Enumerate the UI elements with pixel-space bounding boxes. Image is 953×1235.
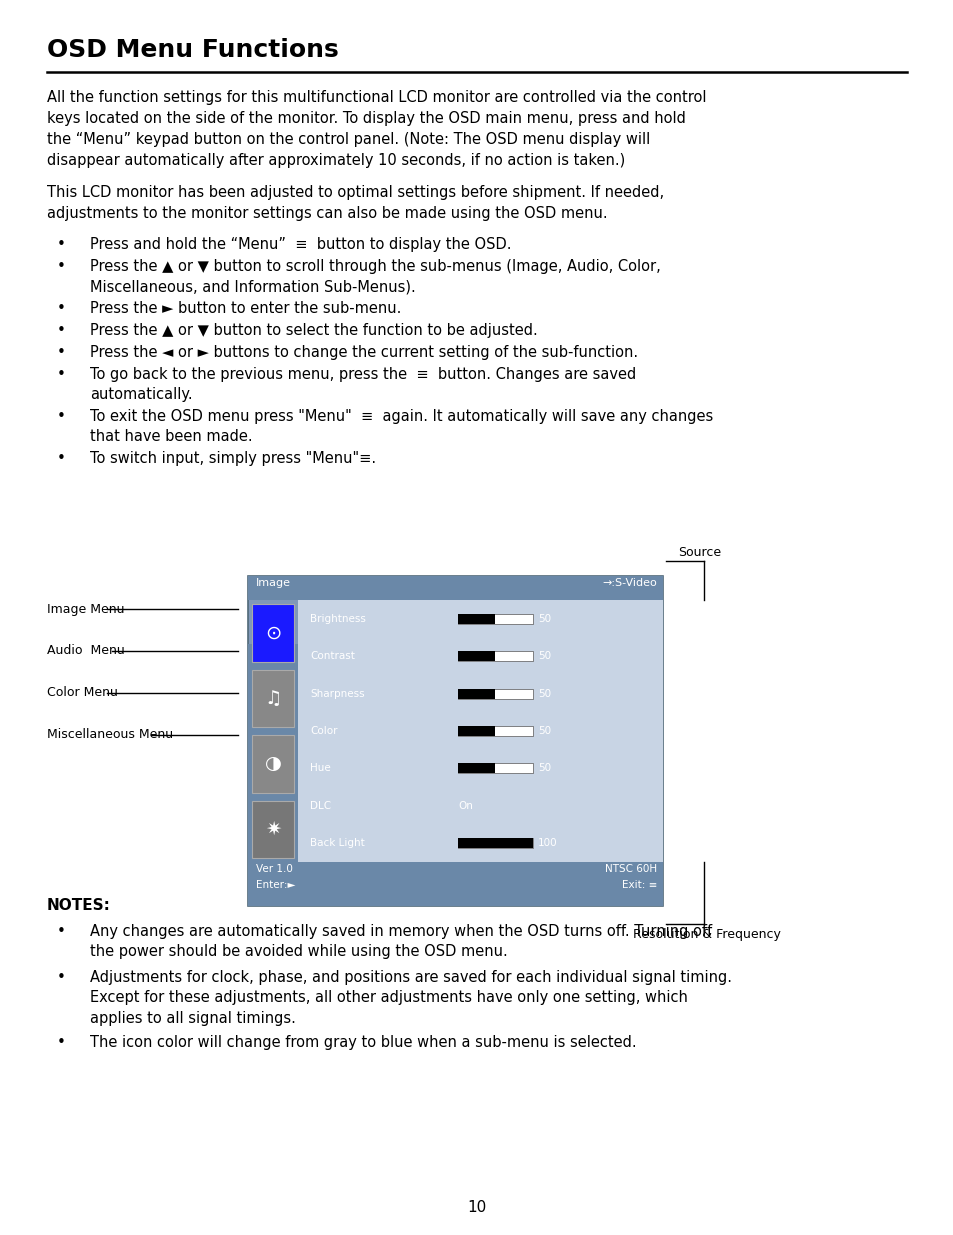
Text: •: • [57, 409, 66, 424]
Text: Color: Color [310, 726, 337, 736]
Text: The icon color will change from gray to blue when a sub-menu is selected.: The icon color will change from gray to … [90, 1035, 636, 1050]
Text: 10: 10 [467, 1200, 486, 1215]
Text: 100: 100 [537, 839, 558, 848]
Text: To go back to the previous menu, press the  ≡  button. Changes are saved
automat: To go back to the previous menu, press t… [90, 367, 636, 403]
Bar [248, 576, 662, 600]
Text: NOTES:: NOTES: [47, 898, 111, 913]
Text: Enter:►: Enter:► [255, 881, 295, 890]
Bar [252, 735, 294, 793]
Text: •: • [57, 324, 66, 338]
Text: Resolution & Frequency: Resolution & Frequency [633, 927, 781, 941]
Text: ⊙: ⊙ [265, 624, 281, 642]
Text: DLC: DLC [310, 800, 331, 811]
Text: NTSC 60H: NTSC 60H [604, 864, 657, 874]
Text: Brightness: Brightness [310, 614, 366, 624]
Text: •: • [57, 924, 66, 939]
Text: •: • [57, 237, 66, 252]
Text: Any changes are automatically saved in memory when the OSD turns off. Turning of: Any changes are automatically saved in m… [90, 924, 711, 960]
Bar [252, 669, 294, 727]
Text: 50: 50 [537, 651, 551, 661]
Text: Source: Source [678, 546, 720, 559]
Bar [457, 614, 533, 624]
Bar [457, 726, 533, 736]
Bar [457, 839, 533, 848]
Bar [252, 800, 294, 858]
Bar [457, 726, 495, 736]
Text: 50: 50 [537, 689, 551, 699]
Text: ◑: ◑ [264, 755, 281, 773]
Bar [248, 643, 297, 906]
Text: This LCD monitor has been adjusted to optimal settings before shipment. If neede: This LCD monitor has been adjusted to op… [47, 185, 663, 221]
Text: •: • [57, 301, 66, 316]
Text: Sharpness: Sharpness [310, 689, 364, 699]
Bar [457, 651, 495, 661]
Text: Image: Image [255, 578, 291, 588]
Text: •: • [57, 259, 66, 274]
Text: Exit: ≡: Exit: ≡ [621, 881, 657, 890]
Text: •: • [57, 969, 66, 986]
Text: Adjustments for clock, phase, and positions are saved for each individual signal: Adjustments for clock, phase, and positi… [90, 969, 731, 1026]
Text: Back Light: Back Light [310, 839, 364, 848]
Text: On: On [457, 800, 473, 811]
Text: •: • [57, 451, 66, 466]
Bar [457, 689, 495, 699]
Text: •: • [57, 345, 66, 359]
Text: Miscellaneous Menu: Miscellaneous Menu [47, 729, 172, 741]
Text: •: • [57, 1035, 66, 1050]
Bar [248, 576, 662, 906]
Bar [252, 604, 294, 662]
Text: 50: 50 [537, 763, 551, 773]
Bar [457, 614, 495, 624]
Text: Press the ▲ or ▼ button to scroll through the sub-menus (Image, Audio, Color,
Mi: Press the ▲ or ▼ button to scroll throug… [90, 259, 660, 294]
Text: •: • [57, 367, 66, 382]
Text: →:S-Video: →:S-Video [601, 578, 657, 588]
Text: All the function settings for this multifunctional LCD monitor are controlled vi: All the function settings for this multi… [47, 90, 706, 168]
Text: Image Menu: Image Menu [47, 603, 125, 615]
Text: Hue: Hue [310, 763, 331, 773]
Text: To exit the OSD menu press "Menu"  ≡  again. It automatically will save any chan: To exit the OSD menu press "Menu" ≡ agai… [90, 409, 713, 445]
Text: Color Menu: Color Menu [47, 687, 118, 699]
Bar [457, 763, 495, 773]
Text: Press the ▲ or ▼ button to select the function to be adjusted.: Press the ▲ or ▼ button to select the fu… [90, 324, 537, 338]
Text: OSD Menu Functions: OSD Menu Functions [47, 38, 338, 62]
Bar [457, 689, 533, 699]
Text: Press the ► button to enter the sub-menu.: Press the ► button to enter the sub-menu… [90, 301, 401, 316]
Bar [457, 839, 533, 848]
Text: Contrast: Contrast [310, 651, 355, 661]
Text: ✷: ✷ [265, 820, 281, 839]
Bar [297, 600, 662, 862]
Text: Ver 1.0: Ver 1.0 [255, 864, 293, 874]
Text: Press and hold the “Menu”  ≡  button to display the OSD.: Press and hold the “Menu” ≡ button to di… [90, 237, 511, 252]
Text: 50: 50 [537, 614, 551, 624]
Text: ♫: ♫ [264, 689, 281, 708]
Text: To switch input, simply press "Menu"≡.: To switch input, simply press "Menu"≡. [90, 451, 375, 466]
Text: Audio  Menu: Audio Menu [47, 645, 125, 657]
Text: 50: 50 [537, 726, 551, 736]
Bar [248, 862, 662, 906]
Bar [457, 651, 533, 661]
Text: Press the ◄ or ► buttons to change the current setting of the sub-function.: Press the ◄ or ► buttons to change the c… [90, 345, 638, 359]
Bar [457, 763, 533, 773]
